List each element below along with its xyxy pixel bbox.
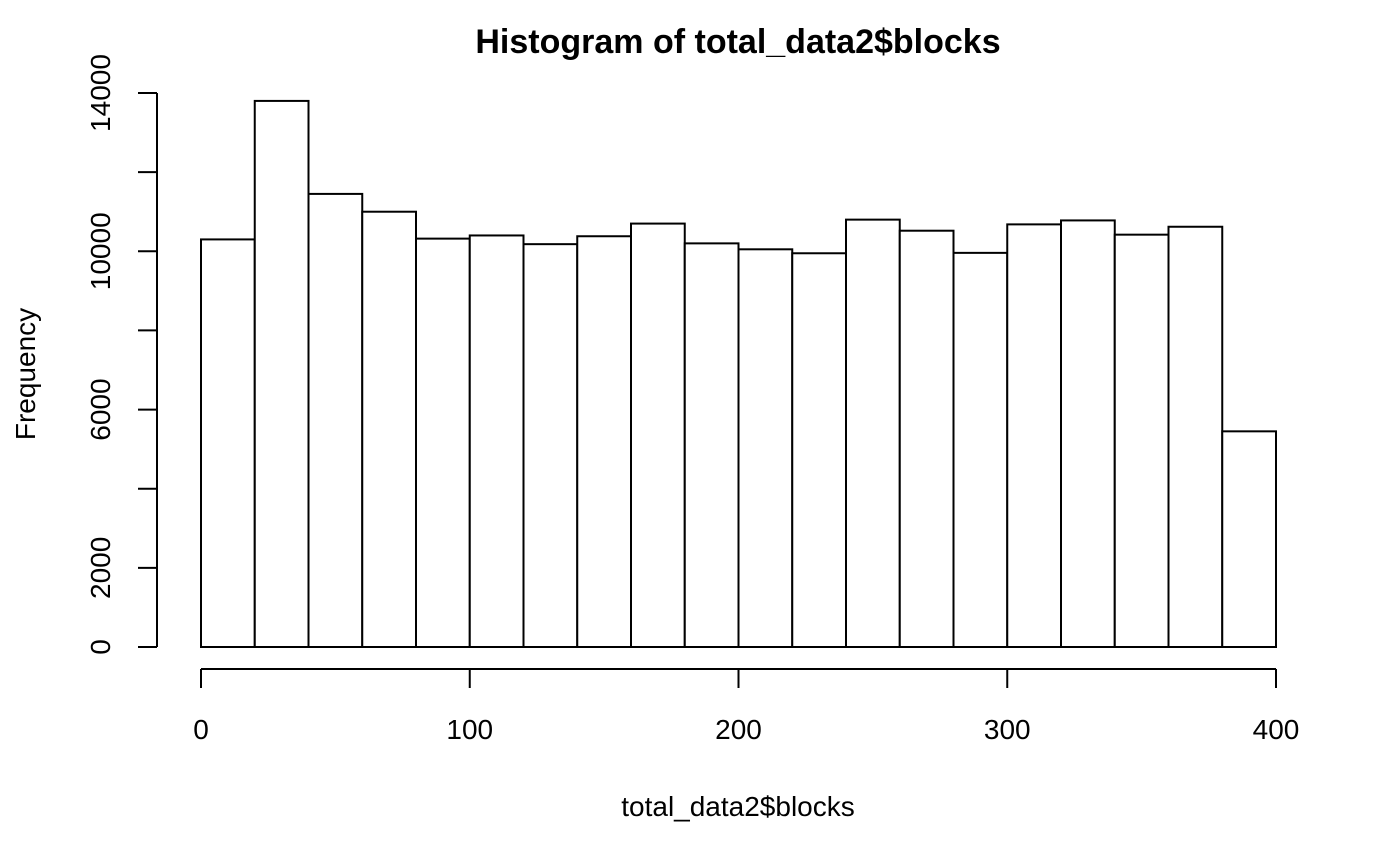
histogram-bar [1006,223,1062,648]
histogram-bar [630,222,686,648]
histogram-bar [952,251,1009,649]
histogram-bar [1221,430,1277,649]
histogram-bar [253,99,310,648]
x-tick-label: 300 [984,714,1031,745]
bars [200,99,1277,649]
x-tick-label: 200 [715,714,762,745]
histogram-bar [845,218,901,648]
histogram-bar [737,248,794,649]
histogram-bar [683,242,740,648]
histogram-bar [415,237,471,648]
x-tick-label: 100 [446,714,493,745]
histogram-bar [200,238,256,649]
chart-title: Histogram of total_data2$blocks [475,23,1000,61]
x-tick-label: 400 [1253,714,1300,745]
y-axis: 0 2000 6000 10000 14000 [85,54,158,655]
histogram-bar [361,210,417,648]
histogram-bar [522,243,579,648]
y-tick-label: 2000 [85,537,116,599]
y-tick-label: 0 [85,639,116,655]
histogram-bar [791,252,847,648]
histogram-bar [898,229,955,649]
histogram-bar [576,235,632,648]
histogram-bar [307,192,364,649]
y-tick-label: 6000 [85,378,116,440]
x-axis-label: total_data2$blocks [621,791,855,822]
histogram-bar [1113,233,1170,648]
x-tick-label: 0 [193,714,209,745]
y-tick-label: 14000 [85,54,116,132]
histogram-bar [1060,219,1116,648]
y-tick-label: 10000 [85,212,116,290]
histogram-bar [1167,225,1224,648]
y-axis-label: Frequency [10,308,41,440]
histogram-bar [468,234,525,648]
x-axis: 0 100 200 300 400 [193,668,1300,745]
